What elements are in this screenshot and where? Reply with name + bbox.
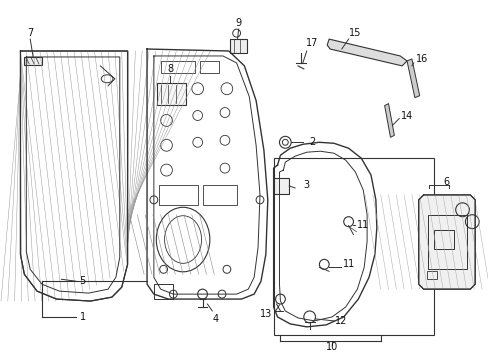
Text: 14: 14 bbox=[400, 111, 412, 121]
Polygon shape bbox=[384, 104, 393, 137]
Polygon shape bbox=[20, 51, 127, 301]
Text: 10: 10 bbox=[325, 342, 338, 352]
Ellipse shape bbox=[101, 75, 113, 83]
Text: 11: 11 bbox=[342, 259, 354, 269]
Text: 15: 15 bbox=[348, 28, 361, 38]
Bar bbox=[159, 185, 197, 205]
Text: 7: 7 bbox=[27, 28, 33, 38]
Text: 3: 3 bbox=[303, 180, 309, 190]
Bar bbox=[427, 271, 436, 279]
Polygon shape bbox=[326, 39, 406, 66]
Bar bbox=[202, 185, 236, 205]
Bar bbox=[161, 61, 194, 73]
Polygon shape bbox=[418, 195, 474, 289]
Bar bbox=[273, 158, 433, 335]
Text: 16: 16 bbox=[415, 54, 427, 64]
Text: 17: 17 bbox=[306, 38, 318, 48]
Bar bbox=[24, 57, 42, 65]
Bar bbox=[427, 215, 467, 269]
Bar bbox=[199, 61, 219, 73]
Bar bbox=[154, 284, 173, 299]
Text: 8: 8 bbox=[167, 64, 173, 74]
Text: 13: 13 bbox=[259, 309, 271, 319]
Text: 12: 12 bbox=[334, 316, 346, 326]
Bar bbox=[229, 39, 247, 53]
Text: 6: 6 bbox=[442, 177, 448, 187]
Text: 4: 4 bbox=[212, 314, 218, 324]
Text: 1: 1 bbox=[80, 312, 86, 322]
Text: 11: 11 bbox=[356, 220, 368, 230]
Bar bbox=[273, 178, 288, 194]
Text: 2: 2 bbox=[309, 137, 315, 147]
Bar bbox=[433, 230, 453, 249]
Text: 5: 5 bbox=[80, 276, 86, 286]
Text: 9: 9 bbox=[235, 18, 241, 28]
Polygon shape bbox=[406, 59, 419, 98]
Bar bbox=[157, 83, 185, 105]
